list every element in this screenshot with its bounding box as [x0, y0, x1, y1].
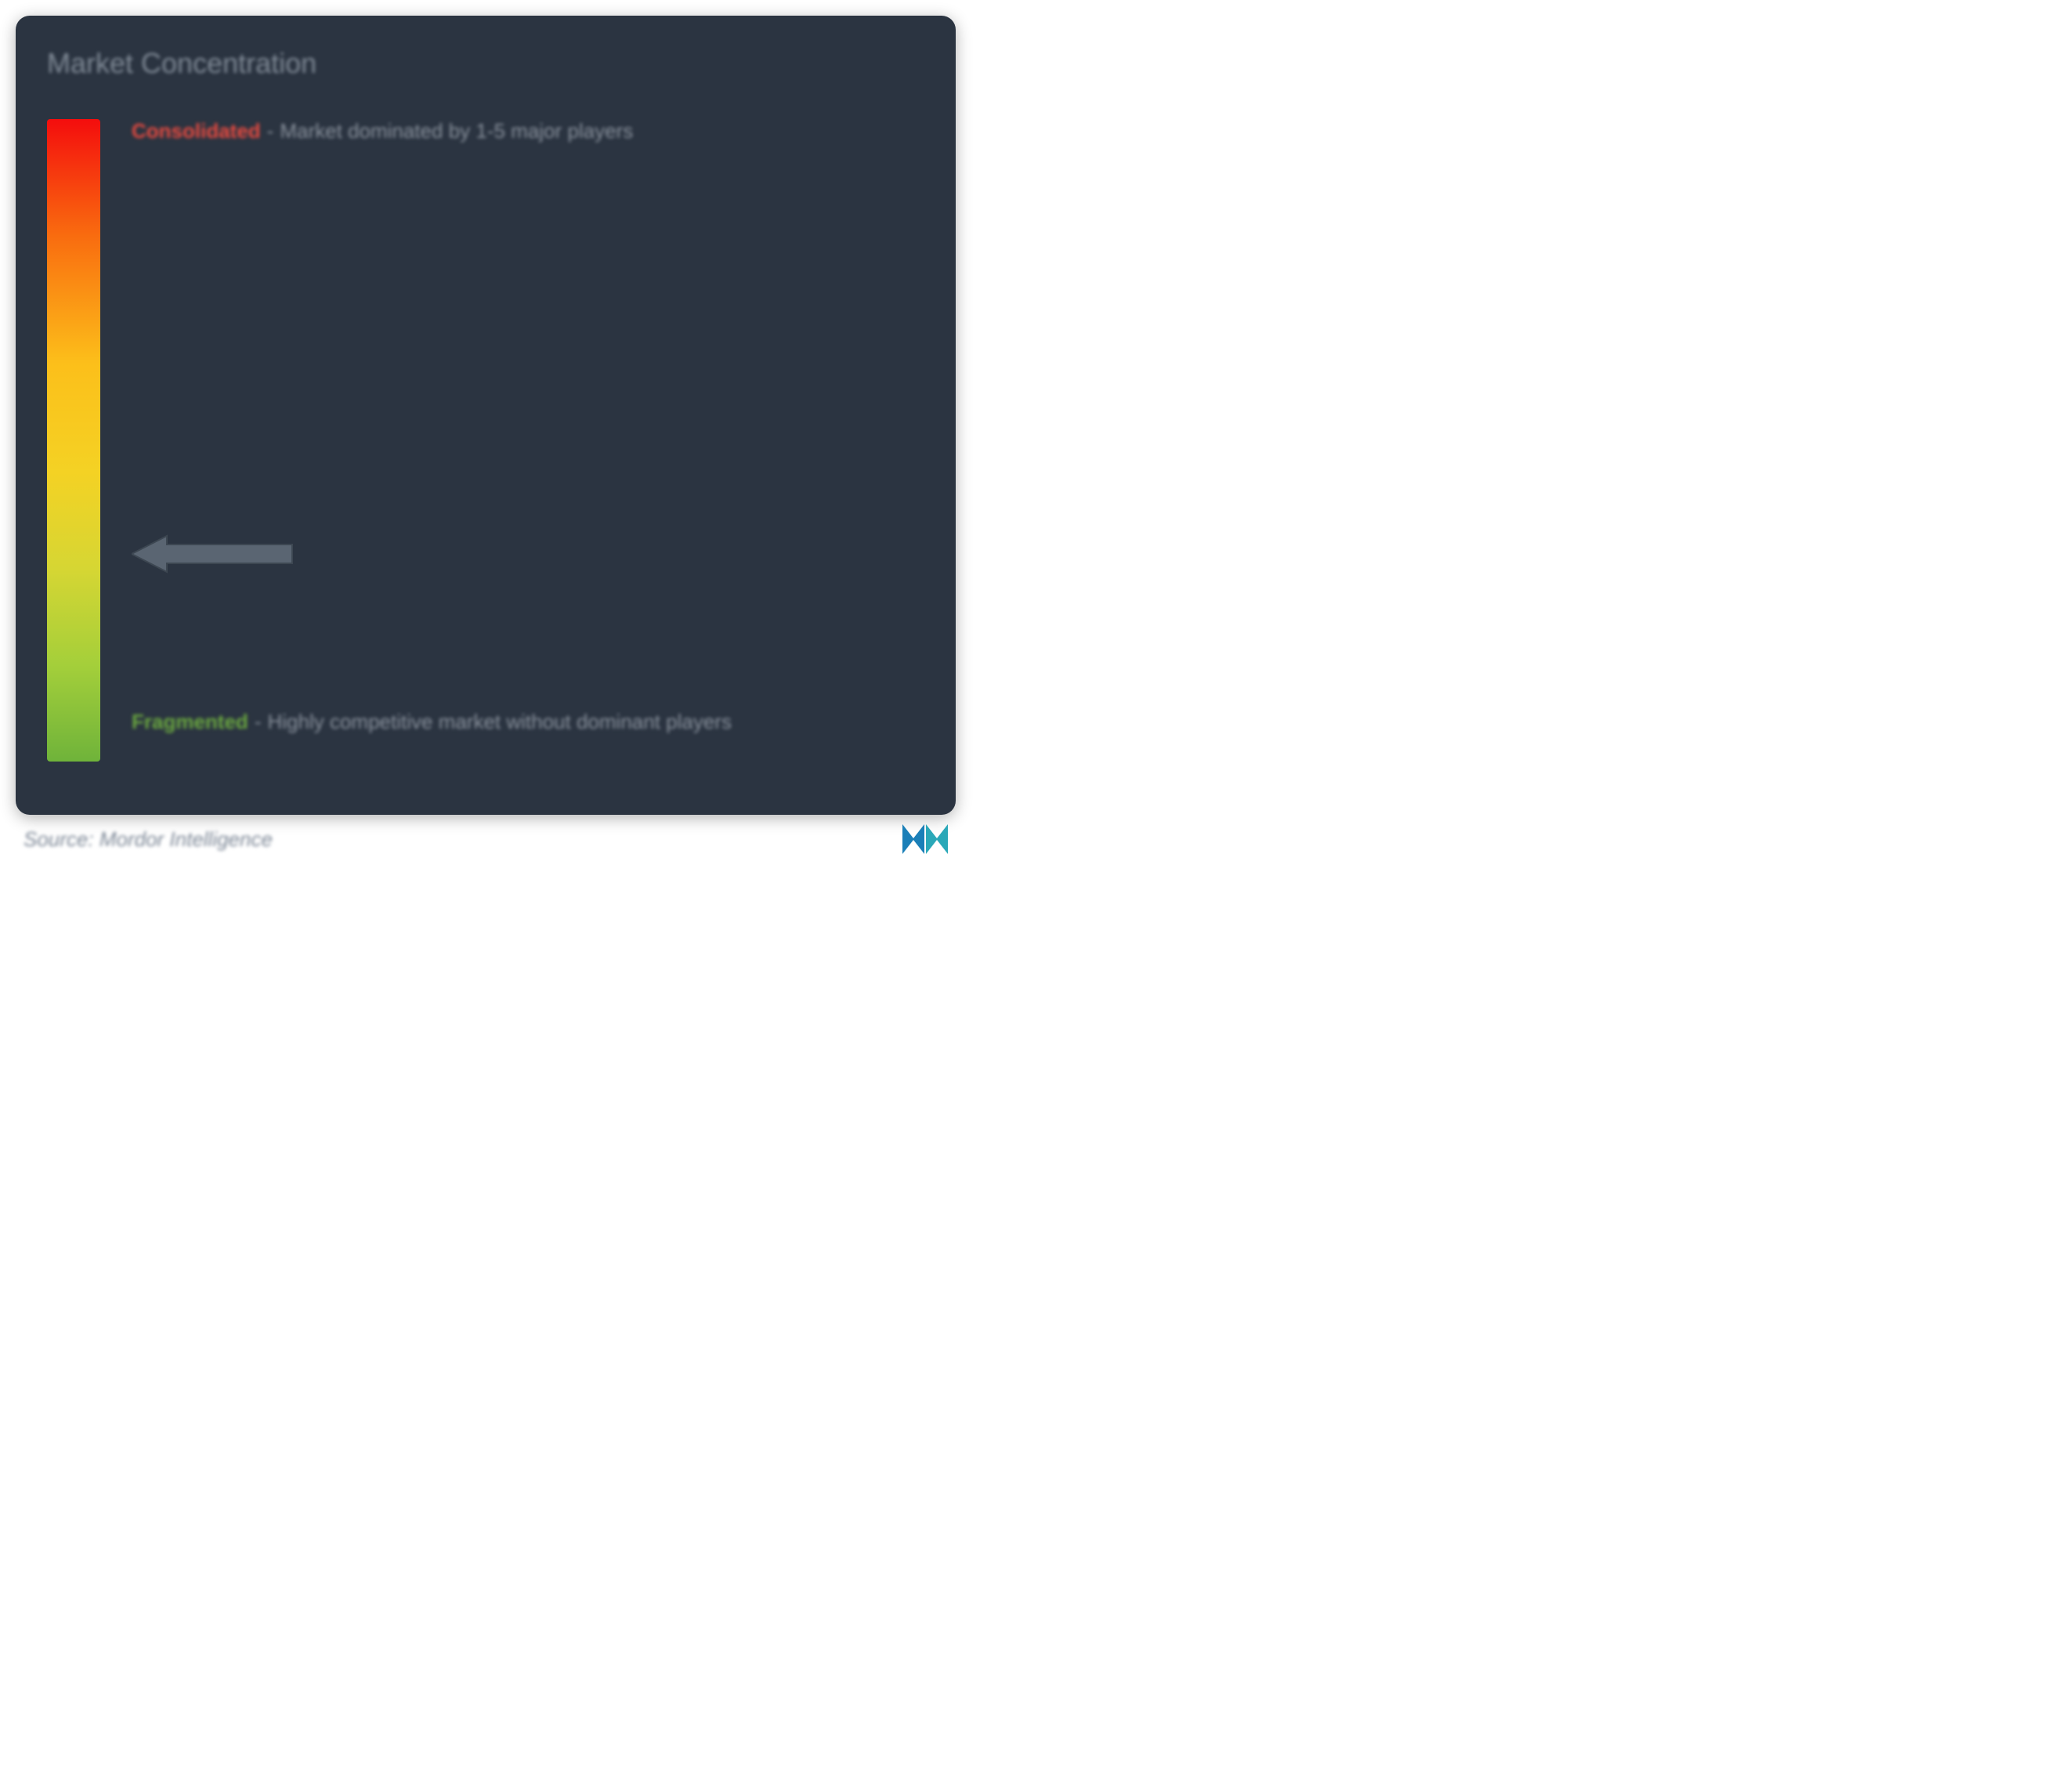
brand-logo — [902, 824, 948, 854]
fragmented-description: Highly competitive market without domina… — [267, 710, 731, 734]
consolidated-label-row: Consolidated - Market dominated by 1-5 m… — [132, 119, 633, 143]
concentration-gradient-bar — [47, 119, 100, 762]
indicator-arrow-container — [132, 534, 296, 577]
labels-area: Consolidated - Market dominated by 1-5 m… — [132, 119, 924, 762]
logo-left-icon — [902, 824, 924, 854]
card-title: Market Concentration — [47, 47, 924, 80]
consolidated-description: Market dominated by 1-5 major players — [280, 119, 633, 143]
consolidated-key: Consolidated — [132, 119, 261, 143]
consolidated-separator: - — [267, 119, 274, 143]
source-attribution: Source: Mordor Intelligence — [24, 827, 273, 852]
market-concentration-card: Market Concentration Consolidated - Mark… — [16, 16, 956, 815]
logo-right-icon — [926, 824, 948, 854]
card-footer: Source: Mordor Intelligence — [16, 824, 956, 854]
fragmented-key: Fragmented — [132, 710, 248, 734]
fragmented-separator: - — [255, 710, 262, 734]
indicator-arrow-icon — [132, 534, 296, 574]
content-area: Consolidated - Market dominated by 1-5 m… — [47, 119, 924, 762]
fragmented-label-row: Fragmented - Highly competitive market w… — [132, 710, 732, 734]
